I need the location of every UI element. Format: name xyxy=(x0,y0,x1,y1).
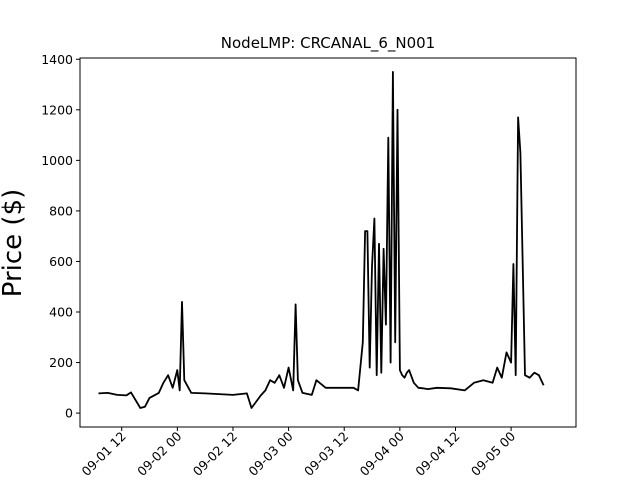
y-tick-label: 1000 xyxy=(41,153,73,168)
y-tick-label: 200 xyxy=(49,355,73,370)
y-tick-label: 800 xyxy=(49,203,73,218)
y-tick-label: 1200 xyxy=(41,102,73,117)
y-axis-label: Price ($) xyxy=(0,189,28,298)
y-tick-label: 0 xyxy=(65,406,73,421)
y-tick-label: 600 xyxy=(49,254,73,269)
plot-frame xyxy=(79,57,577,428)
chart-title: NodeLMP: CRCANAL_6_N001 xyxy=(221,34,435,53)
y-tick-label: 400 xyxy=(49,305,73,320)
y-axis: 0 200 400 600 800 1000 1200 1400 xyxy=(41,52,80,421)
price-series-line xyxy=(98,71,545,409)
y-tick-label: 1400 xyxy=(41,52,73,67)
